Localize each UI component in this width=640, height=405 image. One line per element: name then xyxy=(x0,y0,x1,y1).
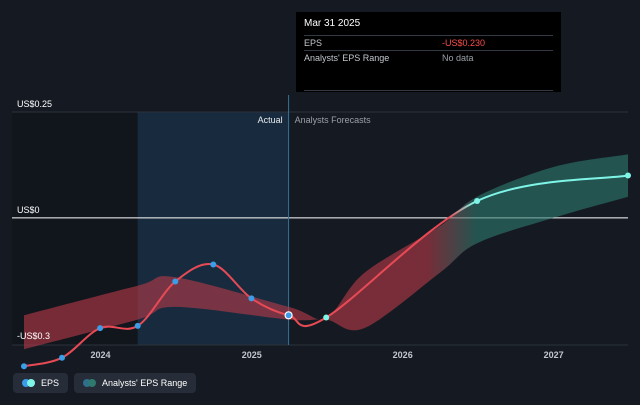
x-axis-labels: 2024 2025 2026 2027 xyxy=(90,350,563,360)
legend-range-button[interactable]: Analysts' EPS Range xyxy=(74,373,197,393)
tooltip-eps-label: EPS xyxy=(304,38,323,48)
tooltip-eps-value: -US$0.230 xyxy=(442,38,486,48)
legend-range-label: Analysts' EPS Range xyxy=(102,378,188,388)
eps-chart: US$0.25 US$0 -US$0.3 2024 2025 2026 2027 Actu… xyxy=(12,95,631,370)
legend-eps-label: EPS xyxy=(41,378,60,388)
forecast-label: Analysts Forecasts xyxy=(295,115,372,125)
legend-eps-button[interactable]: EPS xyxy=(13,373,69,393)
tooltip-range-label: Analysts' EPS Range xyxy=(304,53,390,63)
eps-point[interactable] xyxy=(474,198,481,204)
y-tick-label: -US$0.3 xyxy=(17,331,50,341)
y-tick-label: US$0.25 xyxy=(17,99,52,109)
eps-point[interactable] xyxy=(97,325,104,332)
eps-point[interactable] xyxy=(210,261,217,268)
eps-points xyxy=(21,172,631,370)
y-tick-label: US$0 xyxy=(17,205,40,215)
tooltip-date: Mar 31 2025 xyxy=(304,18,361,29)
tooltip-row-eps: EPS -US$0.230 xyxy=(304,35,553,50)
eps-point[interactable] xyxy=(59,354,65,361)
x-tick-label: 2026 xyxy=(393,350,413,360)
eps-point[interactable] xyxy=(284,311,293,320)
eps-point[interactable] xyxy=(625,172,631,179)
tooltip-divider xyxy=(304,90,553,91)
eps-dots-icon xyxy=(22,379,35,387)
tooltip-row-range: Analysts' EPS Range No data xyxy=(304,50,553,65)
eps-point[interactable] xyxy=(134,322,141,329)
x-tick-label: 2024 xyxy=(90,350,110,360)
x-tick-label: 2025 xyxy=(242,350,262,360)
eps-point[interactable] xyxy=(248,295,255,302)
x-tick-label: 2027 xyxy=(544,350,564,360)
eps-point[interactable] xyxy=(323,314,330,321)
eps-point[interactable] xyxy=(21,363,27,370)
eps-point[interactable] xyxy=(172,278,179,285)
range-dots-icon xyxy=(83,379,97,387)
legend: EPS Analysts' EPS Range xyxy=(13,373,197,393)
tooltip-range-value: No data xyxy=(442,53,474,63)
actual-label: Actual xyxy=(258,115,283,125)
eps-tooltip: Mar 31 2025 EPS -US$0.230 Analysts' EPS … xyxy=(296,12,561,92)
y-axis-labels: US$0.25 US$0 -US$0.3 xyxy=(17,99,52,341)
